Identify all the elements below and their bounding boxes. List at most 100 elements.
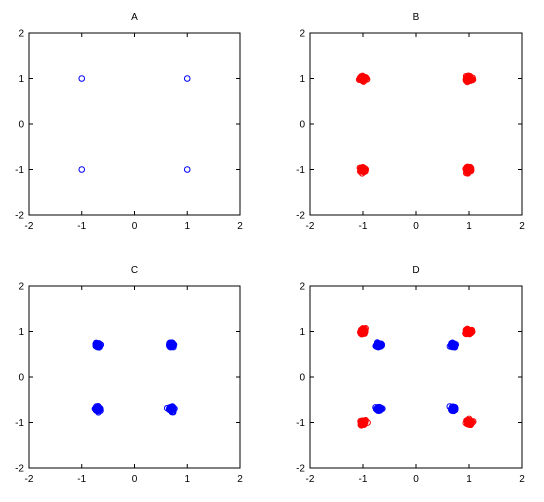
point-cluster xyxy=(462,72,477,86)
data-point xyxy=(78,75,86,82)
data-point xyxy=(463,329,471,337)
y-tick-label: 1 xyxy=(18,327,24,338)
y-tick-label: -1 xyxy=(296,418,305,429)
y-tick-label: 1 xyxy=(299,327,305,338)
y-tick-label: -1 xyxy=(296,165,305,176)
plot-frame xyxy=(28,32,241,216)
point-cluster xyxy=(356,164,370,177)
y-tick-label: -2 xyxy=(296,464,305,475)
x-tick-label: 1 xyxy=(466,221,472,232)
x-tick-label: 1 xyxy=(184,474,190,485)
panel-3: C -2 -1 0 1 2 -2 -1 0 1 2 xyxy=(15,265,243,485)
data-point xyxy=(183,75,191,82)
plot-frame xyxy=(28,285,241,469)
y-tick-label: 2 xyxy=(18,282,24,293)
y-tick-label: 1 xyxy=(299,74,305,85)
x-tick-label: 2 xyxy=(519,474,525,485)
data-point xyxy=(464,166,472,174)
point-cluster xyxy=(91,402,104,416)
point-cluster xyxy=(446,339,460,351)
panel-title: A xyxy=(131,12,138,23)
point-cluster xyxy=(92,339,105,351)
data-point xyxy=(465,166,473,173)
data-point xyxy=(78,166,86,173)
data-point xyxy=(450,405,457,413)
y-tick-label: 2 xyxy=(299,282,305,293)
plot-frame xyxy=(309,32,523,216)
y-tick-label: 2 xyxy=(299,29,305,40)
plot-frame xyxy=(309,285,523,469)
data-point xyxy=(466,73,474,80)
data-point xyxy=(357,417,364,425)
series-1 xyxy=(355,72,477,177)
data-point xyxy=(167,342,174,349)
point-cluster xyxy=(372,403,386,414)
x-tick-label: -2 xyxy=(25,221,34,232)
point-cluster xyxy=(357,325,369,338)
x-tick-label: 2 xyxy=(519,221,525,232)
x-tick-label: 2 xyxy=(237,221,243,232)
y-tick-label: -1 xyxy=(15,418,24,429)
y-tick-label: -2 xyxy=(296,211,305,222)
series-1 xyxy=(78,75,191,173)
data-point xyxy=(375,406,382,414)
point-cluster xyxy=(446,403,459,415)
x-tick-label: -1 xyxy=(359,221,368,232)
x-tick-label: -1 xyxy=(77,474,86,485)
point-cluster xyxy=(462,325,476,338)
data-point xyxy=(95,341,102,349)
panel-title: C xyxy=(131,265,138,276)
data-point xyxy=(469,418,477,425)
y-tick-label: 0 xyxy=(299,120,305,131)
data-point xyxy=(375,342,382,349)
data-point xyxy=(360,76,367,83)
point-cluster xyxy=(462,415,477,429)
panel-title: D xyxy=(412,265,419,276)
panel-1: A -2 -1 0 1 2 -2 -1 0 1 2 xyxy=(15,12,243,232)
data-point xyxy=(183,166,191,173)
data-point xyxy=(169,405,177,412)
data-point xyxy=(462,419,470,427)
data-point xyxy=(94,343,101,350)
y-tick-label: -2 xyxy=(15,464,24,475)
x-tick-label: 2 xyxy=(237,474,243,485)
panel-2: B -2 -1 0 1 2 -2 -1 0 1 2 xyxy=(296,12,525,232)
x-tick-label: 0 xyxy=(132,221,138,232)
x-tick-label: 1 xyxy=(466,474,472,485)
y-tick-label: 0 xyxy=(18,373,24,384)
data-point xyxy=(464,326,471,334)
panel-title: B xyxy=(413,12,420,23)
point-cluster xyxy=(357,416,371,429)
data-point xyxy=(462,72,470,80)
x-tick-label: -1 xyxy=(77,221,86,232)
point-cluster xyxy=(166,339,178,351)
x-tick-label: -2 xyxy=(306,474,315,485)
data-point xyxy=(468,76,476,84)
y-tick-label: 0 xyxy=(299,373,305,384)
x-tick-label: -1 xyxy=(359,474,368,485)
series-1 xyxy=(91,339,178,416)
y-tick-label: 1 xyxy=(18,74,24,85)
x-tick-label: 0 xyxy=(132,474,138,485)
point-cluster xyxy=(355,72,371,85)
point-cluster xyxy=(462,163,475,177)
panel-4: D -2 -1 0 1 2 -2 -1 0 1 2 xyxy=(296,265,525,485)
y-tick-label: 0 xyxy=(18,120,24,131)
x-tick-label: -2 xyxy=(306,221,315,232)
data-point xyxy=(93,405,101,412)
series-2 xyxy=(372,339,460,415)
point-cluster xyxy=(163,403,178,416)
point-cluster xyxy=(372,339,386,351)
data-point xyxy=(449,343,456,350)
y-tick-label: -2 xyxy=(15,211,24,222)
y-tick-label: 2 xyxy=(18,29,24,40)
data-point xyxy=(359,164,366,172)
data-point xyxy=(94,406,102,414)
y-tick-label: -1 xyxy=(15,165,24,176)
data-point xyxy=(361,330,368,337)
data-point xyxy=(360,418,368,426)
x-tick-label: 0 xyxy=(413,474,419,485)
x-tick-label: 0 xyxy=(413,221,419,232)
x-tick-label: -2 xyxy=(25,474,34,485)
